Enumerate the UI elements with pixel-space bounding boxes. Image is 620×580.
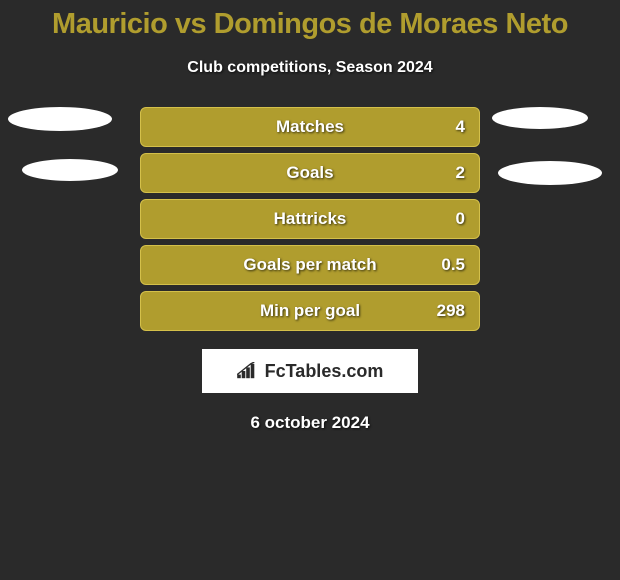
stat-value: 0 <box>456 209 465 229</box>
stats-area: Matches 4 Goals 2 Hattricks 0 Goals per match 0… <box>0 107 620 331</box>
subtitle: Club competitions, Season 2024 <box>0 59 620 77</box>
date-text: 6 october 2024 <box>0 413 620 433</box>
stat-label: Goals per match <box>243 255 376 275</box>
stat-value: 298 <box>437 301 465 321</box>
stat-label: Min per goal <box>260 301 360 321</box>
logo-text: FcTables.com <box>265 361 384 382</box>
stat-label: Goals <box>286 163 333 183</box>
decorative-ellipse <box>492 107 588 129</box>
stat-row: Min per goal 298 <box>140 291 480 331</box>
stat-value: 2 <box>456 163 465 183</box>
page-title: Mauricio vs Domingos de Moraes Neto <box>0 0 620 41</box>
decorative-ellipse <box>8 107 112 131</box>
stat-value: 0.5 <box>441 255 465 275</box>
logo-box: FcTables.com <box>202 349 418 393</box>
stat-row: Hattricks 0 <box>140 199 480 239</box>
stat-label: Hattricks <box>274 209 347 229</box>
stat-row: Goals 2 <box>140 153 480 193</box>
logo-inner: FcTables.com <box>237 361 384 382</box>
decorative-ellipse <box>498 161 602 185</box>
stat-row: Matches 4 <box>140 107 480 147</box>
stat-row: Goals per match 0.5 <box>140 245 480 285</box>
bar-chart-icon <box>237 362 259 380</box>
decorative-ellipse <box>22 159 118 181</box>
stat-value: 4 <box>456 117 465 137</box>
stat-label: Matches <box>276 117 344 137</box>
